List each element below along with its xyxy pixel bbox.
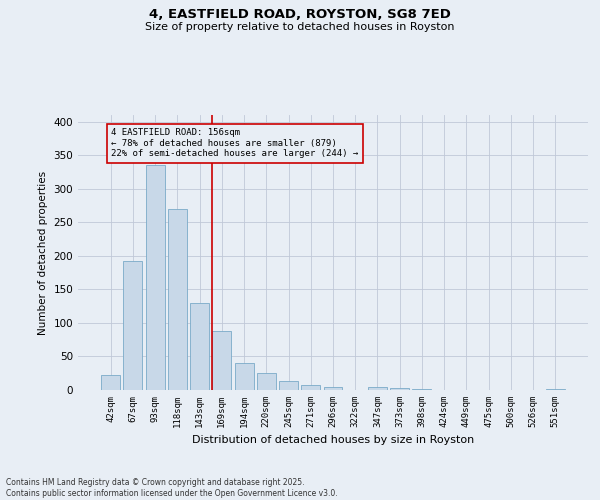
Bar (212, 331, 231, 390)
Bar (301, 384, 320, 390)
Bar (101, 375, 120, 390)
Bar (368, 388, 387, 390)
X-axis label: Distribution of detached houses by size in Royston: Distribution of detached houses by size … (192, 436, 474, 446)
Bar (235, 363, 254, 390)
Text: Size of property relative to detached houses in Royston: Size of property relative to detached ho… (145, 22, 455, 32)
Bar (390, 388, 409, 390)
Bar (146, 166, 164, 390)
Bar (323, 386, 343, 390)
Bar (124, 260, 142, 390)
Text: Contains HM Land Registry data © Crown copyright and database right 2025.
Contai: Contains HM Land Registry data © Crown c… (6, 478, 338, 498)
Bar (279, 380, 298, 390)
Bar (257, 373, 276, 390)
Bar (190, 303, 209, 390)
Text: 4 EASTFIELD ROAD: 156sqm
← 78% of detached houses are smaller (879)
22% of semi-: 4 EASTFIELD ROAD: 156sqm ← 78% of detach… (111, 128, 358, 158)
Bar (546, 388, 565, 390)
Text: 4, EASTFIELD ROAD, ROYSTON, SG8 7ED: 4, EASTFIELD ROAD, ROYSTON, SG8 7ED (149, 8, 451, 20)
Y-axis label: Number of detached properties: Number of detached properties (38, 170, 48, 334)
Bar (168, 209, 187, 390)
